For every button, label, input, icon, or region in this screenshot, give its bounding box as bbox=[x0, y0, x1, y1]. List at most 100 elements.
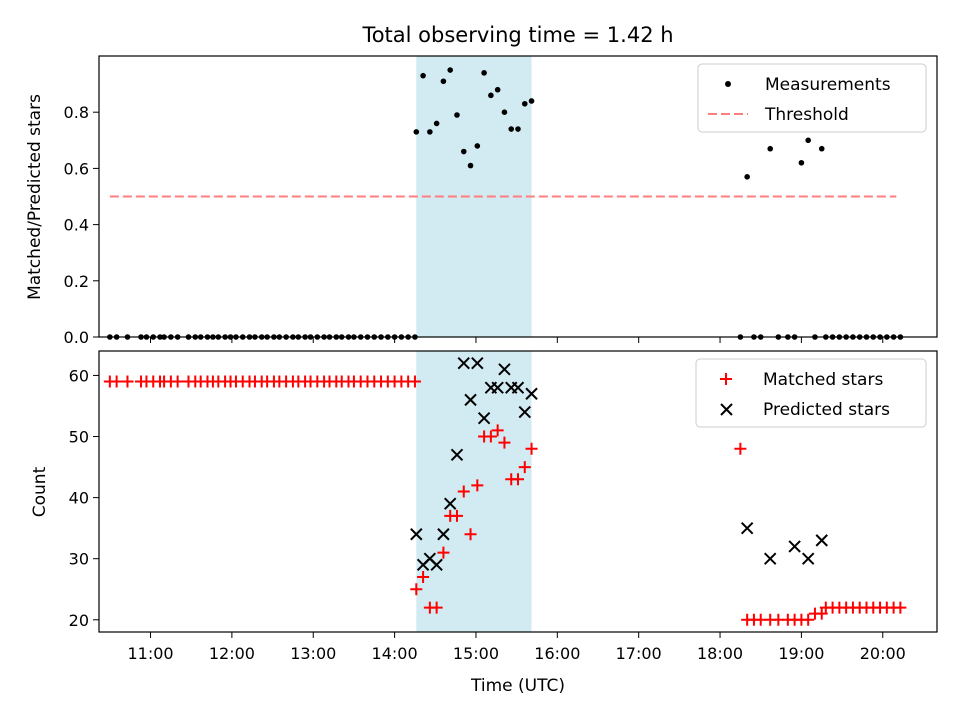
bottom-legend: Matched stars Predicted stars bbox=[695, 358, 927, 428]
measurement-point bbox=[508, 126, 515, 132]
matched-star-point bbox=[417, 571, 430, 584]
bottom-panel: 20 30 40 50 60 11:00 12:00 13:00 14:00 15:00 16:0… bbox=[30, 350, 938, 696]
matched-star-point bbox=[457, 485, 470, 498]
y-tick-label: 30 bbox=[69, 550, 89, 569]
matched-star-point bbox=[491, 424, 504, 437]
matched-star-point bbox=[734, 442, 747, 455]
matched-star-point bbox=[484, 430, 497, 443]
predicted-star-point bbox=[764, 552, 777, 565]
measurement-point bbox=[440, 78, 447, 85]
predicted-star-point bbox=[498, 363, 511, 376]
top-legend: Measurements Threshold bbox=[697, 63, 927, 133]
y-tick-label: 40 bbox=[69, 489, 89, 508]
x-tick-label: 17:00 bbox=[616, 644, 662, 663]
x-tick-label: 16:00 bbox=[534, 644, 580, 663]
measurement-point bbox=[420, 72, 426, 79]
legend-marker-measurements bbox=[725, 81, 731, 87]
y-tick-label: 0.6 bbox=[64, 159, 89, 178]
matched-star-point bbox=[525, 442, 538, 455]
y-tick-label: 0.2 bbox=[64, 272, 89, 291]
predicted-star-point bbox=[511, 381, 525, 394]
bottom-y-axis-label: Count bbox=[30, 466, 50, 517]
predicted-star-point bbox=[450, 448, 464, 462]
x-tick-label: 11:00 bbox=[127, 644, 173, 663]
x-tick-label: 12:00 bbox=[209, 644, 255, 663]
matched-star-point bbox=[408, 375, 421, 388]
legend-label-matched: Matched stars bbox=[763, 370, 883, 390]
matched-star-point bbox=[121, 375, 134, 388]
matched-stars-points bbox=[103, 375, 907, 626]
top-y-axis-label: Matched/Predicted stars bbox=[25, 94, 45, 300]
predicted-star-point bbox=[410, 528, 423, 541]
bottom-plot-frame bbox=[98, 350, 938, 633]
matched-star-point bbox=[815, 607, 828, 620]
measurement-point bbox=[515, 126, 521, 132]
measurement-point bbox=[805, 137, 811, 144]
matched-star-point bbox=[171, 375, 184, 388]
y-tick-label: 60 bbox=[69, 366, 89, 385]
predicted-star-point bbox=[471, 357, 484, 370]
bottom-y-ticks: 20 30 40 50 60 bbox=[69, 366, 99, 630]
predicted-star-point bbox=[518, 405, 531, 419]
bottom-shaded-interval bbox=[416, 351, 532, 632]
matched-star-point bbox=[110, 375, 123, 388]
predicted-stars-points bbox=[410, 357, 828, 572]
measurement-point bbox=[494, 86, 501, 93]
measurement-points bbox=[107, 67, 904, 340]
legend-label-measurements: Measurements bbox=[765, 75, 891, 95]
matched-star-point bbox=[802, 613, 815, 626]
predicted-star-point bbox=[525, 387, 538, 400]
matched-star-point bbox=[430, 601, 443, 614]
x-tick-label: 20:00 bbox=[860, 644, 906, 663]
matched-star-point bbox=[498, 436, 511, 449]
chart-title: Total observing time = 1.42 h bbox=[361, 23, 673, 47]
measurement-point bbox=[447, 67, 454, 73]
measurement-point bbox=[488, 92, 494, 99]
predicted-star-point bbox=[430, 558, 443, 572]
measurement-point bbox=[481, 70, 487, 76]
x-tick-label: 19:00 bbox=[778, 644, 824, 663]
matched-star-point bbox=[512, 473, 524, 486]
legend-label-predicted: Predicted stars bbox=[763, 400, 890, 420]
predicted-star-point bbox=[815, 534, 828, 547]
matched-star-point bbox=[894, 601, 907, 614]
measurement-point bbox=[798, 159, 805, 166]
measurement-point bbox=[433, 120, 440, 127]
top-plot-frame bbox=[98, 55, 938, 338]
measurement-point bbox=[528, 98, 535, 104]
bottom-legend-box bbox=[695, 358, 927, 428]
bottom-x-ticks: 11:00 12:00 13:00 14:00 15:00 16:00 17:00 18:00… bbox=[127, 632, 906, 663]
predicted-star-point bbox=[477, 411, 491, 425]
matched-star-point bbox=[518, 461, 531, 474]
legend-marker-matched bbox=[720, 373, 732, 385]
x-tick-label: 15:00 bbox=[453, 644, 499, 663]
measurement-point bbox=[818, 145, 825, 152]
predicted-star-point bbox=[788, 540, 801, 553]
matched-star-point bbox=[437, 546, 450, 559]
predicted-star-point bbox=[457, 357, 470, 370]
matched-star-point bbox=[450, 509, 463, 522]
predicted-star-point bbox=[464, 393, 477, 407]
legend-label-threshold: Threshold bbox=[764, 105, 849, 125]
top-panel: 0.00.20.40.60.8 Matched/Predicted stars … bbox=[25, 55, 938, 347]
y-tick-label: 0.8 bbox=[64, 103, 89, 122]
y-tick-label: 20 bbox=[69, 611, 89, 630]
predicted-star-point bbox=[443, 497, 457, 510]
predicted-star-point bbox=[491, 381, 504, 394]
y-tick-label: 0.4 bbox=[64, 216, 89, 235]
measurement-point bbox=[767, 145, 774, 152]
x-tick-label: 18:00 bbox=[697, 644, 743, 663]
matched-star-point bbox=[410, 583, 423, 596]
measurement-point bbox=[460, 148, 467, 155]
measurement-point bbox=[744, 174, 750, 180]
matched-star-point bbox=[464, 528, 477, 541]
x-tick-label: 13:00 bbox=[290, 644, 336, 663]
y-tick-label: 50 bbox=[69, 428, 89, 447]
measurement-point bbox=[427, 129, 433, 135]
top-y-ticks: 0.0 0.2 0.4 0.6 0.8 bbox=[64, 103, 99, 347]
y-tick-label: 0.0 bbox=[64, 328, 89, 347]
predicted-star-point bbox=[801, 552, 815, 565]
x-axis-label: Time (UTC) bbox=[470, 676, 565, 696]
measurement-point bbox=[501, 109, 508, 115]
measurement-point bbox=[474, 143, 481, 149]
